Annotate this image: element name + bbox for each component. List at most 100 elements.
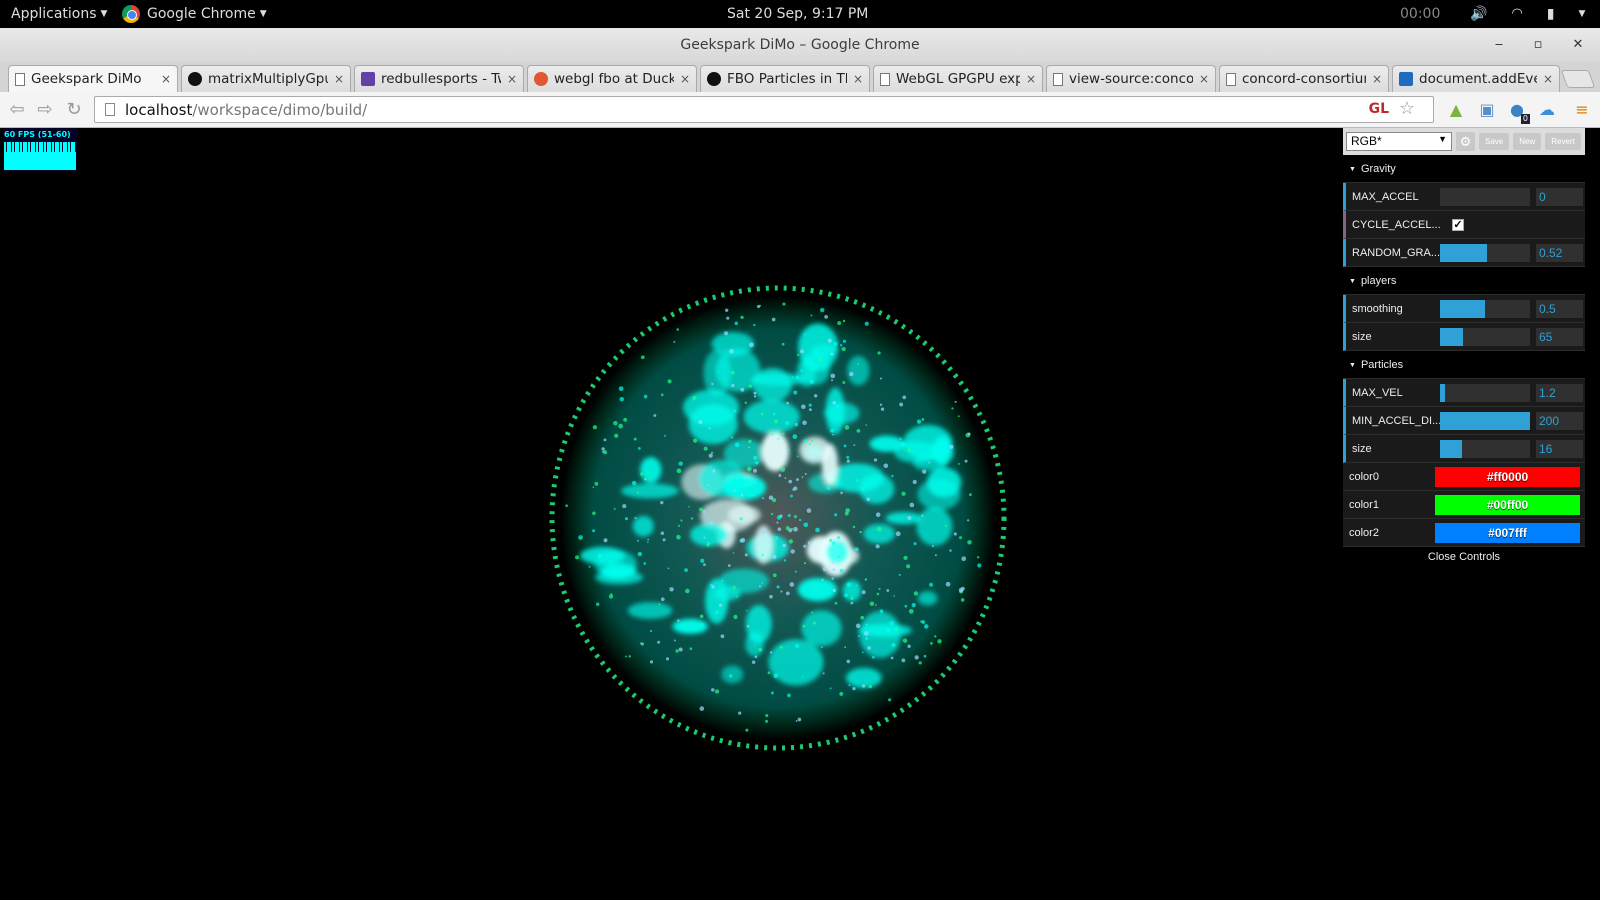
applications-menu[interactable]: Applications ▼: [11, 0, 107, 28]
back-button[interactable]: ⇦: [9, 99, 25, 120]
particle-dot: [861, 651, 864, 654]
close-icon[interactable]: ×: [852, 72, 863, 86]
tab-geekspark-dimo[interactable]: Geekspark DiMo ×: [8, 65, 178, 92]
webgl-canvas-page[interactable]: 60 FPS (51-60) RGB* ▼ ⚙ Save New: [0, 128, 1600, 900]
particle-dot: [804, 473, 807, 476]
max-accel-slider[interactable]: [1440, 188, 1530, 206]
close-icon[interactable]: ×: [1542, 72, 1553, 86]
reload-button[interactable]: ↻: [66, 99, 82, 120]
color2-picker[interactable]: #007fff: [1435, 523, 1580, 543]
close-icon[interactable]: ×: [1198, 72, 1209, 86]
folder-players[interactable]: ▼ players: [1343, 267, 1585, 295]
preset-select[interactable]: RGB* ▼: [1346, 132, 1452, 151]
calendar-extension-icon[interactable]: ▣: [1479, 100, 1495, 119]
max-vel-input[interactable]: 1.2: [1536, 384, 1583, 402]
close-icon[interactable]: ×: [1025, 72, 1036, 86]
close-icon[interactable]: ×: [679, 72, 690, 86]
volume-icon[interactable]: 🔊: [1470, 6, 1488, 22]
android-extension-icon[interactable]: ▲: [1449, 100, 1463, 119]
battery-icon[interactable]: ▮: [1546, 6, 1555, 22]
particle-dot: [624, 517, 629, 521]
close-icon[interactable]: ×: [1371, 72, 1382, 86]
particle-dot: [688, 505, 690, 508]
particle-dot: [780, 590, 783, 593]
bookmark-star-icon[interactable]: ☆: [1398, 98, 1415, 119]
cloud-extension-icon[interactable]: ☁: [1539, 100, 1555, 119]
particle-size-input[interactable]: 16: [1536, 440, 1583, 458]
player-size-input[interactable]: 65: [1536, 328, 1583, 346]
screen-recorder-timer[interactable]: 00:00: [1400, 6, 1441, 22]
window-titlebar[interactable]: Geekspark DiMo – Google Chrome ‒ ▫ ✕: [0, 28, 1600, 62]
tab-duckduckgo[interactable]: webgl fbo at Duck ×: [527, 65, 697, 92]
tab-fbo-particles[interactable]: FBO Particles in Th ×: [700, 65, 870, 92]
smoothing-input[interactable]: 0.5: [1536, 300, 1583, 318]
close-window-button[interactable]: ✕: [1572, 37, 1584, 52]
min-accel-di-slider[interactable]: [1440, 412, 1530, 430]
fps-stats-panel[interactable]: 60 FPS (51-60): [3, 128, 77, 172]
min-accel-di-input[interactable]: 200: [1536, 412, 1583, 430]
wifi-icon[interactable]: ◠: [1511, 6, 1523, 21]
new-tab-button[interactable]: [1560, 70, 1596, 88]
smoothing-slider[interactable]: [1440, 300, 1530, 318]
particle-dot: [826, 485, 831, 490]
tab-document-addeventlistener[interactable]: document.addEven ×: [1392, 65, 1560, 92]
webgl-inspector-icon[interactable]: GL: [1368, 101, 1389, 117]
new-button[interactable]: New: [1513, 133, 1542, 150]
revert-button[interactable]: Revert: [1545, 133, 1581, 150]
clock[interactable]: Sat 20 Sep, 9:17 PM: [727, 6, 869, 22]
particle-dot: [618, 423, 623, 429]
color1-picker[interactable]: #00ff00: [1435, 495, 1580, 515]
close-icon[interactable]: ×: [506, 72, 517, 86]
particle-dot: [844, 593, 848, 598]
particle-dot: [875, 544, 880, 549]
close-icon[interactable]: ×: [160, 72, 171, 86]
particle-cluster: [743, 399, 800, 434]
random-gra-slider[interactable]: [1440, 244, 1530, 262]
tab-title: Geekspark DiMo: [31, 71, 142, 87]
particle-dot: [631, 480, 637, 486]
address-bar[interactable]: localhost/workspace/dimo/build/ GL ☆: [94, 96, 1434, 123]
particle-dot: [908, 608, 914, 614]
particle-cluster: [845, 667, 882, 689]
player-size-slider[interactable]: [1440, 328, 1530, 346]
gear-icon[interactable]: ⚙: [1456, 132, 1475, 151]
particle-dot: [918, 661, 922, 665]
cycle-accel-checkbox[interactable]: ✓: [1452, 219, 1464, 231]
app-menu-chrome[interactable]: Google Chrome ▼: [122, 0, 267, 28]
particle-dot: [786, 401, 789, 405]
close-controls-button[interactable]: Close Controls: [1343, 547, 1585, 567]
folder-particles[interactable]: ▼ Particles: [1343, 351, 1585, 379]
system-status-area[interactable]: 🔊 ◠ ▮ ▼: [1470, 0, 1585, 28]
minimize-button[interactable]: ‒: [1494, 37, 1504, 52]
particle-dot: [792, 434, 798, 439]
particle-cluster: [826, 540, 849, 565]
max-vel-slider[interactable]: [1440, 384, 1530, 402]
close-icon[interactable]: ×: [333, 72, 344, 86]
particle-dot: [834, 601, 838, 605]
chrome-menu-icon[interactable]: ≡: [1575, 100, 1589, 119]
particle-dot: [660, 531, 665, 535]
particle-dot: [770, 691, 774, 695]
save-button[interactable]: Save: [1479, 133, 1510, 150]
particle-dot: [788, 479, 793, 484]
control-label: MAX_ACCEL: [1352, 191, 1419, 203]
max-accel-input[interactable]: 0: [1536, 188, 1583, 206]
user-extension-icon[interactable]: ● 0: [1510, 100, 1530, 124]
particle-size-slider[interactable]: [1440, 440, 1530, 458]
color0-picker[interactable]: #ff0000: [1435, 467, 1580, 487]
tab-matrix-multiply[interactable]: matrixMultiplyGpu ×: [181, 65, 351, 92]
tab-view-source[interactable]: view-source:concor ×: [1046, 65, 1216, 92]
particle-dot: [861, 684, 866, 688]
particle-dot: [796, 478, 799, 482]
forward-button[interactable]: ⇨: [37, 99, 53, 120]
extension-badge: 0: [1520, 114, 1530, 124]
maximize-button[interactable]: ▫: [1533, 37, 1543, 52]
tab-webgl-gpgpu[interactable]: WebGL GPGPU exp ×: [873, 65, 1043, 92]
folder-gravity[interactable]: ▼ Gravity: [1343, 155, 1585, 183]
particle-dot: [795, 720, 798, 722]
particle-dot: [880, 407, 885, 411]
random-gra-input[interactable]: 0.52: [1536, 244, 1583, 262]
tab-redbullesports[interactable]: redbullesports - Tw ×: [354, 65, 524, 92]
particle-dot: [798, 518, 802, 522]
tab-concord-consortium[interactable]: concord-consortium ×: [1219, 65, 1389, 92]
